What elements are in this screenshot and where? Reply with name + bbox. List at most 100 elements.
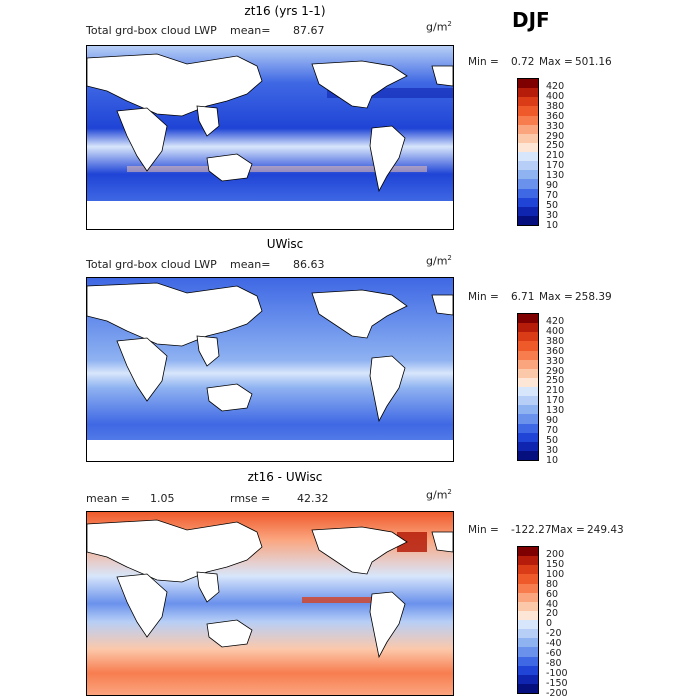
colorbar-swatch — [518, 115, 538, 125]
panel2-min-label: Min = — [468, 291, 499, 303]
panel3-min-value: -122.27 — [511, 524, 552, 536]
colorbar-tick-label: 380 — [546, 335, 565, 347]
panel2-mean-value: 86.63 — [293, 258, 325, 271]
panel2-map-field — [87, 278, 453, 461]
colorbar-swatch — [518, 206, 538, 216]
colorbar-tick-label: 30 — [546, 444, 559, 456]
colorbar-swatch — [518, 601, 538, 611]
colorbar-tick-label: 0 — [546, 618, 553, 630]
colorbar-swatch — [518, 432, 538, 442]
panel1-min-label: Min = — [468, 56, 499, 68]
colorbar-tick-label: 20 — [546, 608, 559, 620]
colorbar-swatch — [518, 441, 538, 451]
panel1-title: zt16 (yrs 1-1) — [244, 4, 326, 18]
colorbar-tick-label: 60 — [546, 588, 559, 600]
colorbar-swatch — [518, 332, 538, 342]
colorbar-swatch — [518, 197, 538, 207]
colorbar-tick-label: 330 — [546, 355, 565, 367]
colorbar-tick-label: -20 — [546, 628, 562, 640]
colorbar-swatch — [518, 665, 538, 675]
colorbar-tick-label: 10 — [546, 219, 559, 231]
colorbar-tick-label: 420 — [546, 81, 565, 92]
colorbar-tick-label: -40 — [546, 638, 562, 650]
panel2-map — [86, 277, 454, 462]
colorbar-tick-label: 400 — [546, 325, 565, 337]
panel3-units: g/m2 — [426, 488, 452, 502]
colorbar-swatch — [518, 88, 538, 98]
colorbar-tick-label: 420 — [546, 316, 565, 327]
colorbar-swatch — [518, 323, 538, 333]
colorbar-tick-label: 50 — [546, 199, 559, 211]
colorbar-tick-label: 290 — [546, 130, 565, 142]
colorbar-swatch — [518, 341, 538, 351]
colorbar-swatch — [518, 556, 538, 566]
colorbar-swatch — [518, 674, 538, 684]
colorbar-tick-label: -80 — [546, 657, 562, 669]
panel3-map — [86, 511, 454, 696]
panel3-mean-label: mean = — [86, 492, 130, 505]
colorbar-tick-label: 250 — [546, 140, 565, 152]
colorbar-tick-label: -150 — [546, 677, 568, 689]
colorbar-swatch — [518, 450, 538, 460]
colorbar-tick-label: 90 — [546, 415, 559, 427]
colorbar-tick-label: 170 — [546, 160, 565, 172]
colorbar-tick-label: -200 — [546, 687, 568, 699]
panel3-map-field — [87, 512, 453, 695]
colorbar-tick-label: 210 — [546, 385, 565, 397]
colorbar-tick-label: 40 — [546, 598, 559, 610]
colorbar-swatch — [518, 592, 538, 602]
colorbar-swatch — [518, 377, 538, 387]
panel1-mean-label: mean= — [230, 24, 271, 37]
colorbar-swatch — [518, 124, 538, 134]
panel2-min-value: 6.71 — [511, 291, 535, 303]
panel1-mean-value: 87.67 — [293, 24, 325, 37]
panel3-max-value: 249.43 — [587, 524, 624, 536]
panel2-max-label: Max = — [539, 291, 573, 303]
colorbar-tick-label: 30 — [546, 209, 559, 221]
panel3-colorbar-labels: 200 150 100 80 60 40 20 0 -20 -40 -60 -80 -100 -150 -2… — [546, 550, 568, 699]
panel2-max-value: 258.39 — [575, 291, 612, 303]
colorbar-swatch — [518, 142, 538, 152]
colorbar-tick-label: -100 — [546, 667, 568, 679]
colorbar-tick-label: 290 — [546, 365, 565, 377]
panel3-mean-value: 1.05 — [150, 492, 175, 505]
colorbar-tick-label: 170 — [546, 395, 565, 407]
colorbar-tick-label: 380 — [546, 100, 565, 112]
colorbar-tick-label: 400 — [546, 90, 565, 102]
colorbar-tick-label: 360 — [546, 345, 565, 357]
colorbar-swatch — [518, 179, 538, 189]
colorbar-swatch — [518, 638, 538, 648]
colorbar-swatch — [518, 405, 538, 415]
colorbar-swatch — [518, 97, 538, 107]
colorbar-swatch — [518, 647, 538, 657]
panel2-colorbar-labels: 420 400 380 360 330 290 250 210 170 130 90 70 50 30 10 — [546, 317, 564, 466]
panel1-map — [86, 45, 454, 230]
season-label: DJF — [512, 8, 550, 32]
panel1-max-label: Max = — [539, 56, 573, 68]
colorbar-tick-label: 10 — [546, 454, 559, 466]
colorbar-swatch — [518, 314, 538, 324]
colorbar-swatch — [518, 368, 538, 378]
colorbar-tick-label: 70 — [546, 189, 559, 201]
colorbar-swatch — [518, 387, 538, 397]
colorbar-swatch — [518, 106, 538, 116]
colorbar-tick-label: 330 — [546, 120, 565, 132]
panel2-mean-label: mean= — [230, 258, 271, 271]
colorbar-tick-label: 80 — [546, 578, 559, 590]
colorbar-swatch — [518, 565, 538, 575]
panel1-min-value: 0.72 — [511, 56, 535, 68]
panel3-title: zt16 - UWisc — [247, 470, 323, 484]
panel3-colorbar — [517, 546, 539, 694]
panel2-units: g/m2 — [426, 254, 452, 268]
colorbar-swatch — [518, 161, 538, 171]
colorbar-swatch — [518, 423, 538, 433]
colorbar-swatch — [518, 152, 538, 162]
colorbar-swatch — [518, 215, 538, 225]
colorbar-swatch — [518, 188, 538, 198]
colorbar-swatch — [518, 414, 538, 424]
colorbar-swatch — [518, 620, 538, 630]
colorbar-swatch — [518, 170, 538, 180]
panel1-colorbar-labels: 420 400 380 360 330 290 250 210 170 130 90 70 50 30 10 — [546, 82, 564, 231]
colorbar-swatch — [518, 656, 538, 666]
colorbar-tick-label: 90 — [546, 180, 559, 192]
